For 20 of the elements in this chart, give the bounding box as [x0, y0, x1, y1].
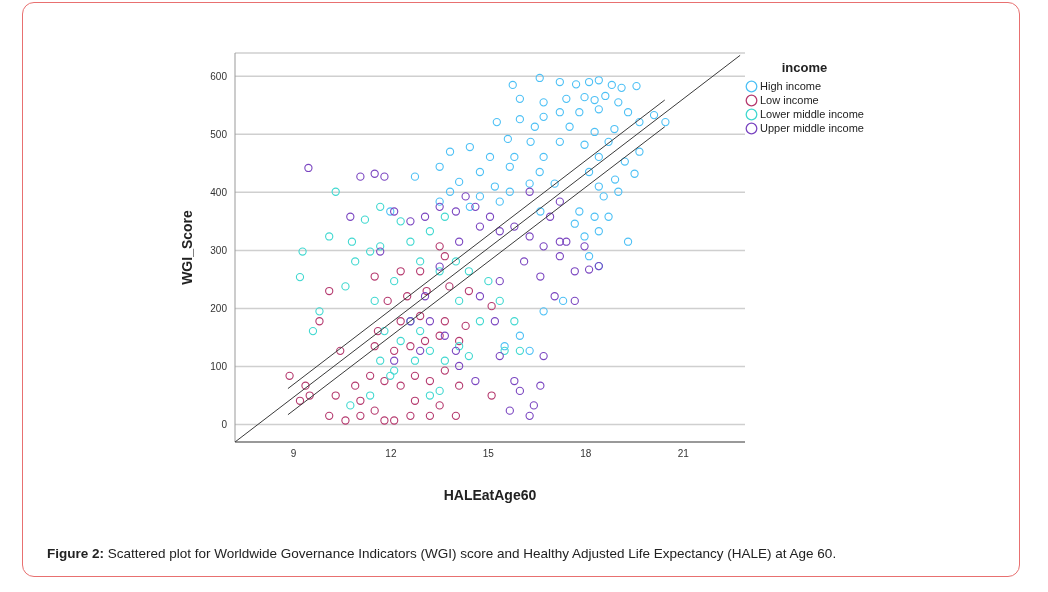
y-tick-label: 400	[210, 186, 228, 198]
y-tick-label: 600	[210, 70, 228, 82]
x-tick-label: 18	[580, 448, 592, 460]
y-tick-label: 500	[210, 128, 228, 140]
legend-label: Upper middle income	[760, 122, 864, 134]
y-tick-label: 0	[221, 419, 228, 431]
x-tick-label: 9	[290, 448, 297, 460]
x-tick-label: 21	[677, 448, 690, 460]
legend-label: Lower middle income	[760, 108, 864, 120]
x-tick-label: 12	[385, 448, 397, 460]
y-tick-label: 300	[210, 244, 228, 256]
legend-label: Low income	[760, 94, 819, 106]
y-tick-label: 200	[210, 303, 228, 315]
y-tick-label: 100	[210, 361, 228, 373]
legend-title: income	[780, 60, 829, 75]
caption: Figure 2: Scattered plot for Worldwide Governance Indicators (WGI) score and Healthy Adjusted Life Expectancy (HALE) at Age 60.	[47, 546, 837, 561]
x-tick-label: 15	[482, 448, 495, 460]
legend-label: High income	[760, 80, 822, 92]
x-axis-title: HALEatAge60	[443, 487, 537, 503]
y-axis-title: WGI_Score	[178, 209, 195, 285]
